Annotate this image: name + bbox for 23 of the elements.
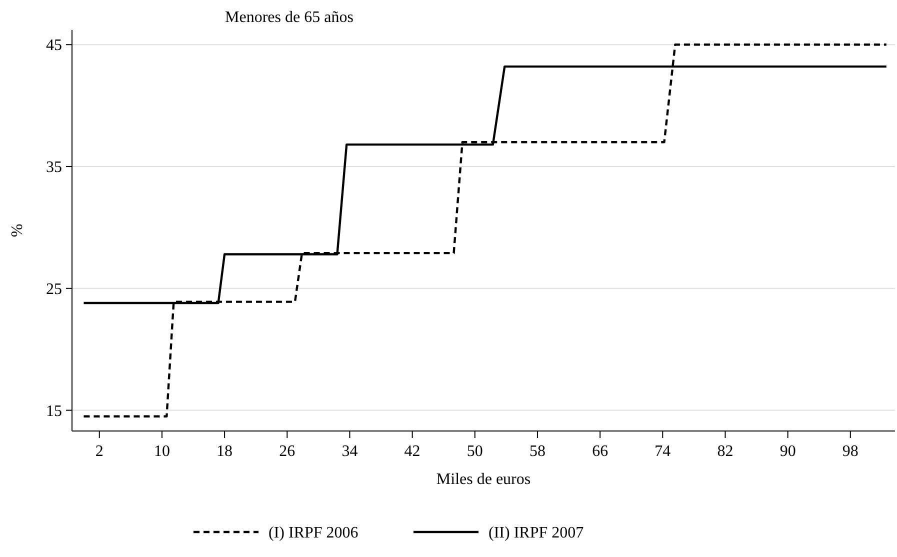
y-tick-label: 35 xyxy=(46,159,62,176)
x-tick-label: 10 xyxy=(154,443,170,460)
x-tick-label: 90 xyxy=(780,443,796,460)
chart-title: Menores de 65 años xyxy=(225,9,354,26)
x-tick-label: 82 xyxy=(717,443,734,460)
x-tick-label: 58 xyxy=(529,443,546,460)
x-tick-label: 2 xyxy=(95,443,104,460)
y-axis-title: % xyxy=(9,224,26,238)
x-tick-label: 74 xyxy=(654,443,671,460)
y-tick-label: 15 xyxy=(46,402,62,420)
x-tick-label: 18 xyxy=(216,443,233,460)
line-series xyxy=(82,44,888,418)
x-tick-label: 50 xyxy=(466,443,483,460)
y-tick-label: 25 xyxy=(46,280,62,298)
y-tick-label: 45 xyxy=(46,37,62,54)
x-tick-label: 98 xyxy=(842,443,858,460)
legend-label: (II) IRPF 2007 xyxy=(488,524,584,542)
x-tick-label: 26 xyxy=(279,443,296,460)
x-axis-title: Miles de euros xyxy=(436,471,531,488)
x-tick-label: 34 xyxy=(342,443,358,460)
x-tick-label: 66 xyxy=(592,443,608,460)
legend-label: (I) IRPF 2006 xyxy=(268,524,358,542)
x-tick-label: 42 xyxy=(404,443,420,460)
